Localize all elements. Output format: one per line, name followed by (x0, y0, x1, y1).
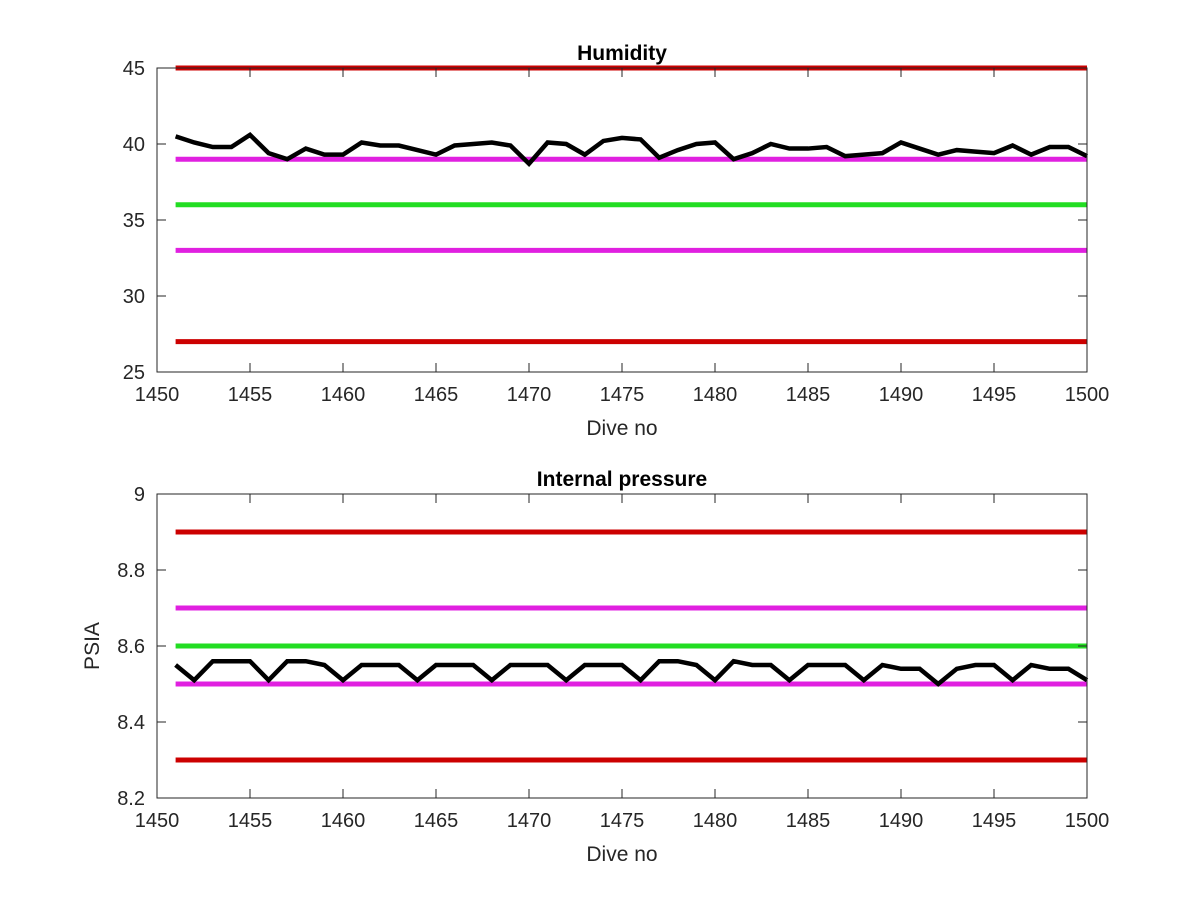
plot-area (157, 68, 1087, 372)
x-tick-label: 1460 (321, 810, 366, 832)
x-tick-label: 1470 (507, 384, 552, 406)
chart-panel-2: 1450 1455 1460 1465 1470 1475 1480 1485 1490 1495… (81, 468, 1109, 866)
chart-panel-1: 1450 1455 1460 1465 1470 1475 1480 1485 1490 1495… (123, 42, 1110, 440)
chart-title: Humidity (577, 42, 667, 65)
x-tick-label: 1450 (135, 810, 180, 832)
x-tick-label: 1485 (786, 384, 831, 406)
y-tick-label: 30 (123, 286, 145, 308)
x-tick-label: 1480 (693, 384, 738, 406)
y-tick-label: 8.6 (117, 636, 145, 658)
y-tick-label: 25 (123, 362, 145, 384)
x-tick-label: 1465 (414, 384, 459, 406)
x-tick-label: 1495 (972, 810, 1017, 832)
data-series-line (174, 658, 1089, 687)
y-tick-label: 45 (123, 58, 145, 80)
x-tick-label: 1485 (786, 810, 831, 832)
x-tick-label: 1480 (693, 810, 738, 832)
y-tick-label: 8.4 (117, 712, 145, 734)
y-tick-label: 40 (123, 134, 145, 156)
x-tick-label: 1475 (600, 810, 645, 832)
x-axis-label: Dive no (586, 417, 657, 440)
x-tick-label: 1500 (1065, 384, 1110, 406)
x-tick-label: 1470 (507, 810, 552, 832)
x-tick-label: 1450 (135, 384, 180, 406)
y-tick-label: 8.2 (117, 788, 145, 810)
y-tick-label: 9 (134, 484, 145, 506)
x-tick-label: 1495 (972, 384, 1017, 406)
x-tick-label: 1490 (879, 384, 924, 406)
x-tick-label: 1460 (321, 384, 366, 406)
y-tick-label: 8.8 (117, 560, 145, 582)
x-tick-label: 1455 (228, 810, 273, 832)
x-axis-label: Dive no (586, 843, 657, 866)
data-series-line (174, 132, 1088, 168)
y-axis-label: PSIA (81, 622, 104, 670)
chart-title: Internal pressure (537, 468, 707, 491)
x-tick-label: 1455 (228, 384, 273, 406)
x-tick-label: 1490 (879, 810, 924, 832)
y-tick-label: 35 (123, 210, 145, 232)
x-tick-label: 1465 (414, 810, 459, 832)
x-tick-label: 1475 (600, 384, 645, 406)
x-tick-label: 1500 (1065, 810, 1110, 832)
